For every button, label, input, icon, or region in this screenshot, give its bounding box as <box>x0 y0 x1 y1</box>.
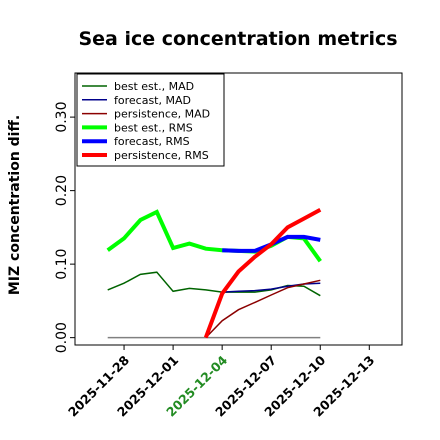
legend-label: forecast, MAD <box>114 94 191 107</box>
y-tick-label: 0.30 <box>54 102 70 133</box>
legend-label: best est., MAD <box>114 80 194 93</box>
y-tick-label: 0.10 <box>54 249 70 280</box>
legend-box <box>76 73 225 167</box>
y-tick-label: 0.00 <box>54 322 70 353</box>
series-line-persistence-mad <box>205 279 321 339</box>
series-line-best-est-mad <box>107 271 321 297</box>
y-axis-label: MIZ concentration diff. <box>7 115 23 295</box>
y-axis-ticks: 0.00 0.10 0.20 0.30 <box>54 102 75 353</box>
legend-label: best est., RMS <box>114 121 193 134</box>
legend-label: persistence, MAD <box>114 108 210 121</box>
chart-title: Sea ice concentration metrics <box>78 28 397 50</box>
x-axis-ticks: 2025-11-282025-12-012025-12-042025-12-07… <box>65 345 377 420</box>
legend-label: forecast, RMS <box>114 135 190 148</box>
plot-frame <box>74 72 403 346</box>
series-layer <box>106 207 322 339</box>
series-line-persistence-rms <box>203 207 322 339</box>
y-tick-label: 0.20 <box>54 175 70 206</box>
legend-label: persistence, RMS <box>114 149 209 162</box>
